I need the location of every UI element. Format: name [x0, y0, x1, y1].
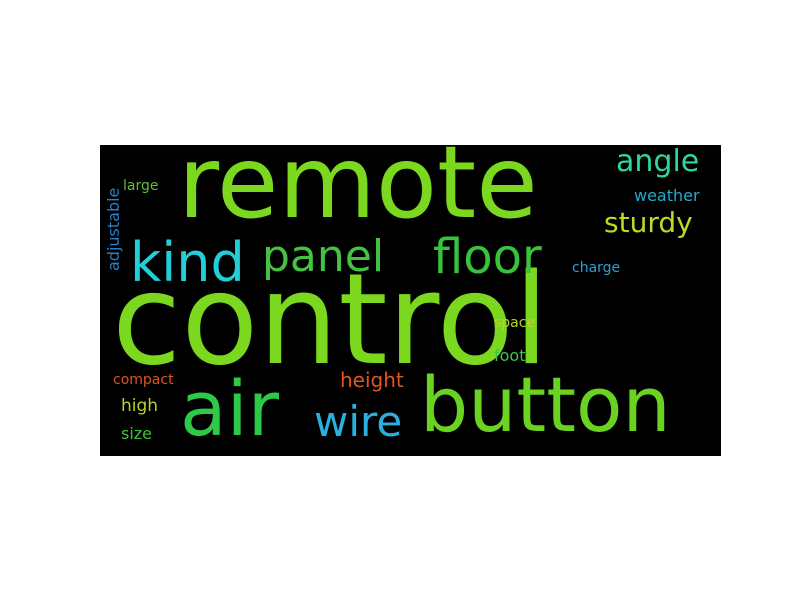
word-large: large	[123, 178, 159, 194]
word-weather: weather	[634, 186, 700, 205]
word-charge: charge	[572, 260, 621, 276]
word-adjustable: adjustable	[104, 187, 123, 271]
word-height: height	[340, 368, 404, 392]
word-cloud: control remote button air floor kind pan…	[100, 145, 721, 456]
word-compact: compact	[113, 372, 174, 388]
word-air: air	[180, 364, 279, 453]
word-high: high	[121, 396, 159, 416]
word-control: control	[112, 246, 549, 393]
word-wire: wire	[314, 397, 403, 446]
word-space: space	[494, 315, 536, 331]
word-panel: panel	[262, 231, 385, 282]
word-size: size	[121, 424, 153, 443]
word-angle: angle	[616, 145, 700, 179]
word-button: button	[420, 360, 671, 449]
word-foot: foot	[494, 346, 526, 365]
word-floor: floor	[433, 229, 542, 285]
word-kind: kind	[130, 231, 245, 294]
word-remote: remote	[178, 145, 538, 241]
word-sturdy: sturdy	[604, 206, 693, 239]
